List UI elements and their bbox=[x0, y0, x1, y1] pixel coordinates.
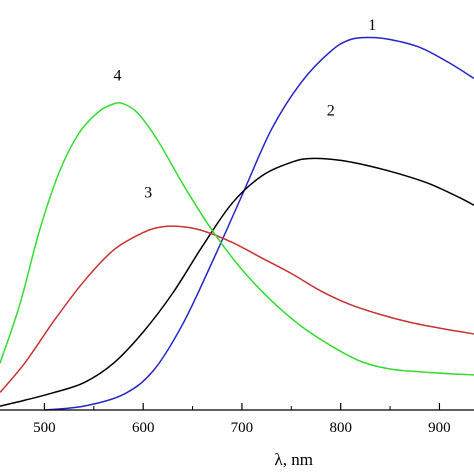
plot-area: 1 2 3 4 bbox=[0, 17, 474, 411]
x-tick-label: 800 bbox=[329, 420, 352, 436]
curve-label-3: 3 bbox=[144, 184, 152, 201]
axes: 500 600 700 800 900 bbox=[0, 403, 474, 436]
series-line-3 bbox=[0, 225, 474, 393]
series-line-4 bbox=[0, 102, 474, 376]
series-line-1 bbox=[44, 36, 474, 411]
x-axis-label: λ, nm bbox=[274, 450, 312, 469]
curve-label-1: 1 bbox=[368, 17, 376, 34]
x-tick-label: 600 bbox=[132, 420, 155, 436]
series-line-2 bbox=[0, 157, 474, 407]
x-tick-label: 700 bbox=[231, 420, 254, 436]
curve-label-2: 2 bbox=[327, 103, 335, 120]
x-tick-label: 500 bbox=[33, 420, 56, 436]
curve-label-4: 4 bbox=[114, 67, 122, 84]
x-tick-label: 900 bbox=[428, 420, 451, 436]
